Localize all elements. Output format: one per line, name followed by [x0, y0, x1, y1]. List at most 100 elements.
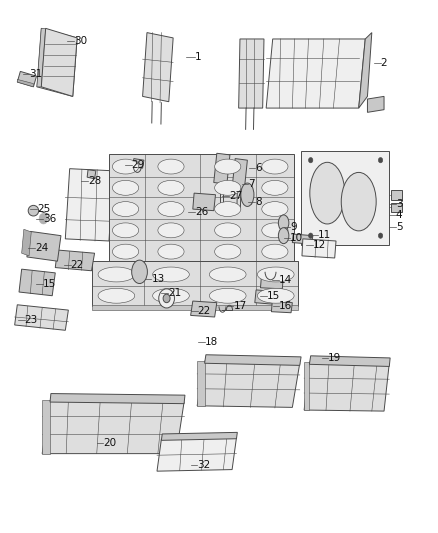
- Ellipse shape: [262, 244, 288, 259]
- Ellipse shape: [215, 180, 241, 195]
- Polygon shape: [50, 393, 185, 403]
- Text: 29: 29: [132, 160, 145, 170]
- Ellipse shape: [258, 288, 294, 303]
- Ellipse shape: [152, 288, 189, 303]
- Polygon shape: [309, 356, 390, 367]
- Ellipse shape: [159, 289, 174, 308]
- Polygon shape: [359, 33, 372, 108]
- Text: 17: 17: [233, 301, 247, 311]
- Polygon shape: [157, 438, 237, 471]
- Polygon shape: [17, 71, 36, 87]
- Text: 3: 3: [396, 199, 403, 209]
- Ellipse shape: [215, 223, 241, 238]
- Text: 36: 36: [43, 214, 57, 224]
- Polygon shape: [55, 250, 95, 271]
- Text: 32: 32: [197, 460, 210, 470]
- Ellipse shape: [308, 158, 313, 163]
- Text: 15: 15: [43, 279, 57, 288]
- Text: 2: 2: [381, 58, 387, 68]
- Ellipse shape: [209, 288, 246, 303]
- Ellipse shape: [378, 233, 383, 238]
- Polygon shape: [367, 96, 384, 112]
- Text: 13: 13: [151, 274, 165, 284]
- Ellipse shape: [98, 288, 135, 303]
- Text: 26: 26: [195, 207, 208, 217]
- Text: 23: 23: [25, 314, 38, 325]
- Polygon shape: [232, 159, 247, 189]
- Polygon shape: [37, 28, 46, 87]
- Ellipse shape: [132, 260, 148, 284]
- Ellipse shape: [378, 158, 383, 163]
- Polygon shape: [304, 362, 309, 410]
- Ellipse shape: [113, 180, 139, 195]
- Text: 7: 7: [248, 179, 255, 189]
- Text: 21: 21: [168, 288, 181, 298]
- Text: 10: 10: [290, 233, 303, 243]
- Ellipse shape: [262, 223, 288, 238]
- Ellipse shape: [158, 180, 184, 195]
- Polygon shape: [19, 269, 55, 296]
- Polygon shape: [214, 154, 230, 184]
- Polygon shape: [17, 79, 33, 87]
- Ellipse shape: [262, 180, 288, 195]
- Ellipse shape: [209, 267, 246, 282]
- Ellipse shape: [158, 201, 184, 216]
- Ellipse shape: [215, 201, 241, 216]
- Text: 28: 28: [88, 176, 101, 187]
- Polygon shape: [302, 239, 336, 258]
- Text: 20: 20: [103, 438, 117, 448]
- Ellipse shape: [113, 201, 139, 216]
- Text: 27: 27: [229, 191, 242, 201]
- Text: 25: 25: [37, 204, 50, 214]
- Text: 31: 31: [29, 69, 42, 79]
- Polygon shape: [272, 302, 292, 313]
- Text: 8: 8: [255, 197, 261, 207]
- Ellipse shape: [310, 163, 345, 224]
- Polygon shape: [391, 190, 403, 199]
- Ellipse shape: [262, 159, 288, 174]
- Polygon shape: [197, 361, 205, 406]
- Polygon shape: [14, 305, 68, 330]
- Ellipse shape: [308, 233, 313, 238]
- Polygon shape: [261, 272, 284, 289]
- Polygon shape: [301, 151, 389, 245]
- Text: 11: 11: [318, 230, 332, 240]
- Ellipse shape: [113, 159, 139, 174]
- Ellipse shape: [215, 244, 241, 259]
- Polygon shape: [197, 361, 300, 407]
- Polygon shape: [92, 261, 297, 306]
- Text: 1: 1: [195, 52, 201, 61]
- Ellipse shape: [215, 159, 241, 174]
- Polygon shape: [391, 203, 403, 212]
- Text: 16: 16: [279, 301, 293, 311]
- Ellipse shape: [258, 267, 294, 282]
- Polygon shape: [255, 290, 282, 305]
- Ellipse shape: [279, 215, 289, 231]
- Ellipse shape: [241, 183, 254, 206]
- Ellipse shape: [113, 244, 139, 259]
- Text: 22: 22: [71, 261, 84, 270]
- Ellipse shape: [163, 294, 170, 303]
- Ellipse shape: [39, 213, 48, 224]
- Text: 9: 9: [290, 222, 297, 232]
- Polygon shape: [266, 39, 365, 108]
- Ellipse shape: [279, 228, 289, 244]
- Text: 14: 14: [279, 276, 292, 285]
- Polygon shape: [143, 33, 173, 102]
- Polygon shape: [27, 231, 61, 261]
- Ellipse shape: [28, 205, 39, 216]
- Text: 22: 22: [198, 305, 211, 316]
- Polygon shape: [21, 229, 31, 256]
- Text: 6: 6: [255, 163, 262, 173]
- Polygon shape: [41, 28, 77, 96]
- Polygon shape: [87, 169, 96, 179]
- Text: 12: 12: [313, 240, 326, 250]
- Polygon shape: [191, 301, 217, 317]
- Ellipse shape: [113, 223, 139, 238]
- Text: 15: 15: [267, 290, 280, 301]
- Text: 4: 4: [396, 210, 403, 220]
- Text: 19: 19: [328, 353, 341, 363]
- Ellipse shape: [152, 267, 189, 282]
- Polygon shape: [205, 355, 301, 366]
- Polygon shape: [292, 234, 313, 244]
